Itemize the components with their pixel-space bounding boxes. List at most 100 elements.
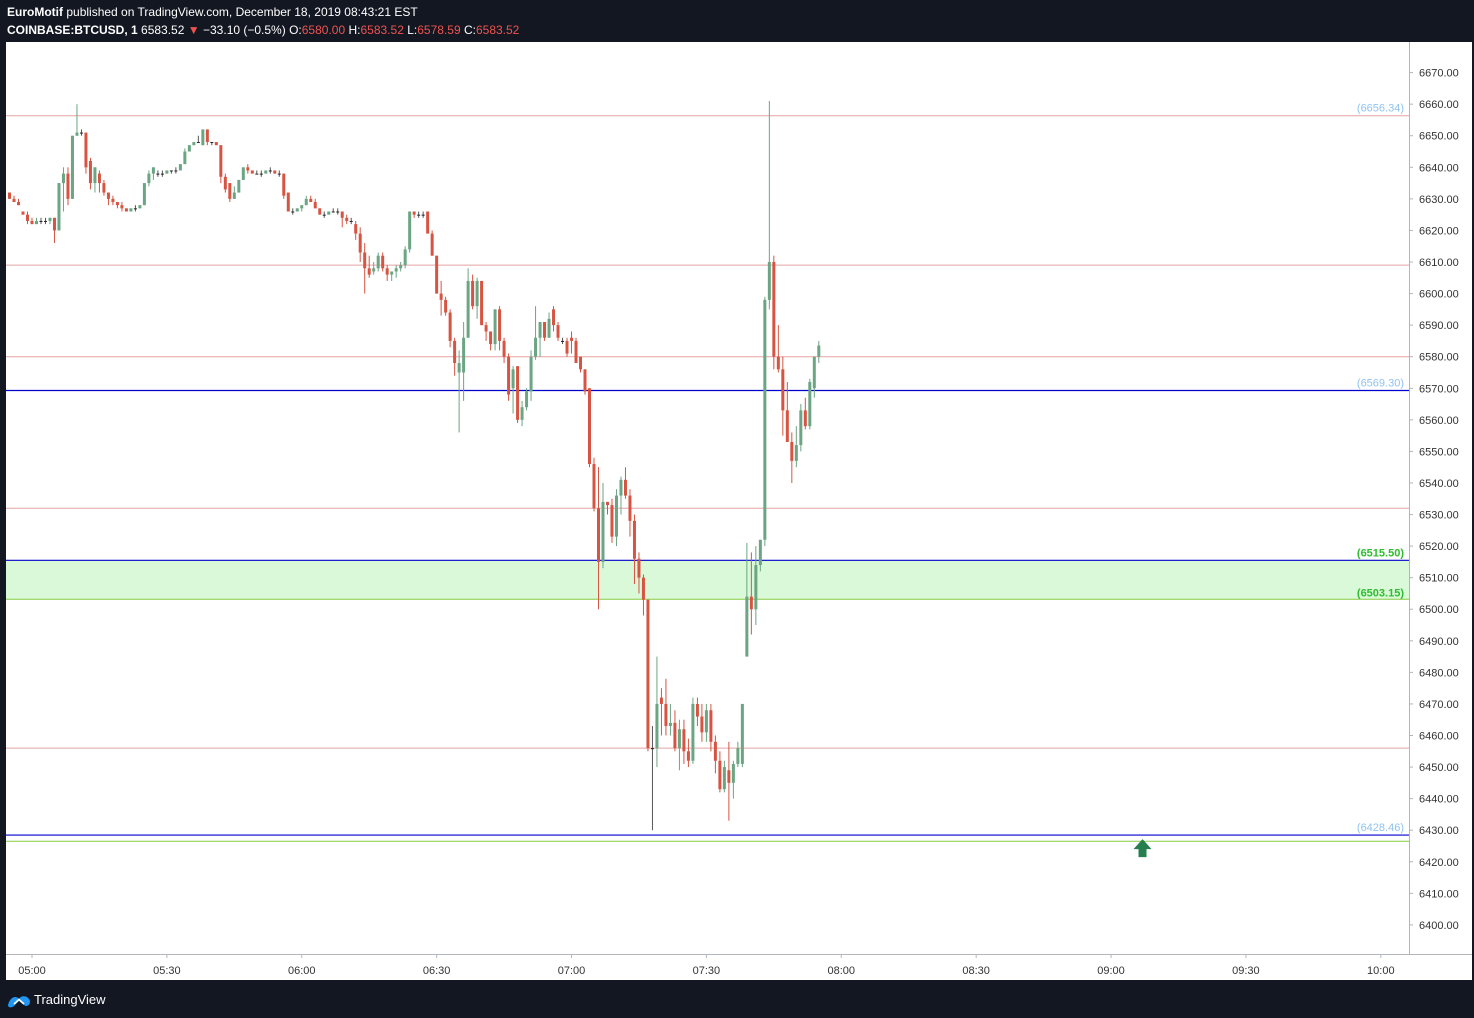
candle-body: [237, 179, 241, 193]
x-tick-label: 05:00: [18, 965, 46, 977]
y-tick-label: 6590.00: [1419, 320, 1459, 332]
candle-body: [421, 214, 425, 216]
candle-body: [677, 729, 681, 749]
candle-body: [502, 340, 506, 357]
candle-body: [282, 173, 286, 196]
candle-body: [79, 132, 83, 134]
tradingview-logo-icon[interactable]: [7, 992, 31, 1008]
publish-line: EuroMotif published on TradingView.com, …: [7, 5, 418, 19]
candle-body: [394, 268, 398, 272]
candle-body: [709, 710, 713, 742]
candle-body: [268, 170, 272, 172]
candle-body: [322, 214, 326, 216]
candle-body: [610, 505, 614, 537]
support-zone-fill: [6, 560, 1409, 600]
candle-body: [691, 703, 695, 761]
candle-body: [695, 703, 699, 717]
candle-body: [205, 129, 209, 143]
candle-body: [408, 211, 412, 250]
candle-body: [340, 211, 344, 218]
y-tick-label: 6490.00: [1419, 636, 1459, 648]
candle-body: [39, 220, 43, 222]
y-tick-label: 6570.00: [1419, 383, 1459, 395]
y-tick-label: 6600.00: [1419, 289, 1459, 301]
candle-body: [529, 356, 533, 392]
candle-body: [511, 369, 515, 389]
candle-body: [223, 176, 227, 190]
y-tick-label: 6620.00: [1419, 225, 1459, 237]
candle-body: [570, 337, 574, 341]
candle-body: [646, 599, 650, 749]
candle-body: [295, 208, 299, 212]
candle-body: [543, 321, 547, 338]
candle-body: [75, 132, 79, 136]
candle-body: [588, 388, 592, 465]
candle-body: [363, 252, 367, 269]
candle-body: [480, 280, 484, 326]
candle-body: [435, 255, 439, 294]
candle-body: [605, 501, 609, 506]
candlestick-chart[interactable]: (6515.50) (6503.15) (6656.34) (6569.30) (642…: [6, 42, 1472, 980]
candle-body: [376, 255, 380, 269]
candle-body: [718, 760, 722, 790]
candle-body: [457, 363, 461, 373]
candle-body: [767, 261, 771, 300]
candle-body: [772, 261, 776, 357]
level-label: (6656.34): [1357, 103, 1404, 115]
candle-body: [547, 318, 551, 338]
time-axis[interactable]: 05:00 05:30 06:00 06:30 07:00 07:30 08:00 08:30…: [6, 954, 1472, 977]
candle-body: [93, 167, 97, 184]
candle-body: [812, 356, 816, 389]
y-tick-label: 6610.00: [1419, 257, 1459, 269]
candle-body: [534, 337, 538, 357]
candle-body: [331, 211, 335, 213]
candle-body: [736, 748, 740, 764]
symbol-label[interactable]: COINBASE:BTCUSD, 1: [7, 23, 138, 37]
candle-body: [43, 220, 47, 222]
candle-body: [291, 211, 295, 213]
candle-body: [286, 192, 290, 212]
candle-body: [246, 167, 250, 171]
candle-body: [372, 268, 376, 272]
zone-bottom-label: (6503.15): [1357, 587, 1404, 599]
candle-body: [21, 211, 25, 215]
candle-body: [749, 596, 753, 610]
candle-body: [147, 173, 151, 184]
candle-body: [115, 202, 119, 206]
candle-body: [12, 198, 16, 203]
y-tick-label: 6420.00: [1419, 857, 1459, 869]
candle-body: [250, 170, 254, 174]
candle-body: [484, 325, 488, 332]
high-value: 6583.52: [360, 23, 404, 37]
candle-body: [124, 208, 128, 212]
candle-body: [34, 220, 38, 225]
candle-body: [623, 479, 627, 496]
candle-body: [349, 220, 353, 222]
candle-body: [803, 410, 807, 427]
brand-name[interactable]: TradingView: [34, 992, 106, 1007]
candle-body: [187, 145, 191, 152]
chart-panel[interactable]: (6515.50) (6503.15) (6656.34) (6569.30) (642…: [6, 42, 1472, 980]
candle-body: [583, 369, 587, 392]
candle-body: [619, 479, 623, 496]
low-value: 6578.59: [417, 23, 461, 37]
candle-body: [444, 299, 448, 313]
price-axis[interactable]: 6400.00 6410.00 6420.00 6430.00 6440.00 6450.…: [1409, 42, 1459, 954]
y-tick-label: 6650.00: [1419, 131, 1459, 143]
candle-body: [659, 697, 663, 704]
candle-body: [817, 345, 821, 357]
candle-body: [448, 312, 452, 341]
candle-body: [88, 160, 92, 184]
y-tick-label: 6450.00: [1419, 762, 1459, 774]
candle-body: [142, 183, 146, 206]
candle-body: [174, 170, 178, 172]
candle-body: [385, 268, 389, 275]
candle-body: [808, 381, 812, 427]
candle-body: [498, 309, 502, 341]
last-price: 6583.52: [141, 23, 185, 37]
y-tick-label: 6400.00: [1419, 920, 1459, 932]
candle-body: [61, 173, 65, 184]
candle-body: [70, 135, 74, 199]
y-tick-label: 6580.00: [1419, 352, 1459, 364]
author-name[interactable]: EuroMotif: [7, 5, 63, 19]
